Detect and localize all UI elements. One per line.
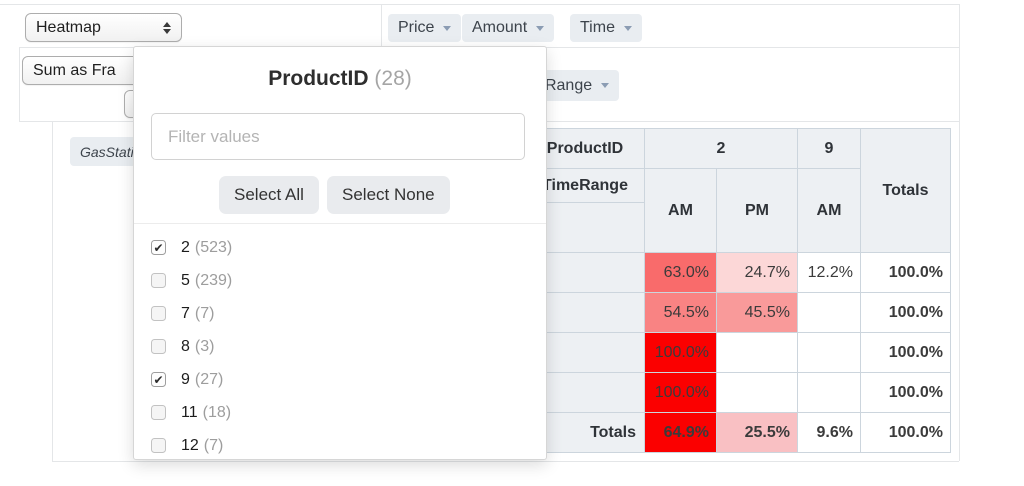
heatmap-value-cell: 54.5% [644, 292, 717, 333]
filter-item[interactable]: 7 (7) [151, 297, 531, 330]
filter-item-count: (27) [194, 370, 224, 388]
filter-list: ✔ 2 (523) 5 (239) 7 (7) 8 (3) ✔ 9 (27) 11 (18) 12 (7) [151, 231, 531, 462]
attr-button-label: Time [580, 19, 615, 36]
divider [52, 461, 959, 462]
filter-item-value: 7 [181, 304, 190, 322]
aggregator-select-value: Sum as Fra [33, 61, 116, 79]
filter-item[interactable]: ✔ 9 (27) [151, 363, 531, 396]
filter-item-count: (523) [194, 238, 233, 256]
pivot-output: ProductID 2 9 Totals TimeRange AM PM AM … [525, 128, 951, 453]
pivot-header-row: TimeRange AM PM AM [525, 168, 951, 253]
attr-button-label: Amount [472, 19, 528, 36]
pivot-data-row: 63.0% 24.7% 12.2% 100.0% [525, 252, 951, 293]
checkbox-checked[interactable]: ✔ [151, 240, 166, 255]
heatmap-value-cell: 12.2% [797, 252, 861, 293]
divider [0, 4, 959, 5]
filter-item-value: 12 [181, 436, 199, 454]
checkbox-unchecked[interactable] [151, 438, 166, 453]
attr-button-price[interactable]: Price [388, 14, 462, 42]
dropdown-caret-icon[interactable] [601, 83, 610, 88]
filter-item-value: 11 [181, 403, 198, 421]
heatmap-value-cell [797, 372, 861, 413]
renderer-select[interactable]: Heatmap [25, 13, 182, 42]
heatmap-value-cell: 24.7% [716, 252, 798, 293]
filter-item[interactable]: 5 (239) [151, 264, 531, 297]
filter-item-count: (239) [194, 271, 233, 289]
filter-item-count: (18) [202, 403, 232, 421]
filter-item-value: 8 [181, 337, 190, 355]
pivot-body: 63.0% 24.7% 12.2% 100.0% 54.5% 45.5% 100.0% 100… [525, 252, 951, 453]
row-total-cell: 100.0% [860, 292, 951, 333]
filter-item[interactable]: 12 (7) [151, 429, 531, 462]
filter-item-count: (7) [194, 304, 215, 322]
heatmap-value-cell: 64.9% [644, 412, 717, 453]
filter-item[interactable]: 11 (18) [151, 396, 531, 429]
filter-item-value: 2 [181, 238, 190, 256]
checkbox-checked[interactable]: ✔ [151, 372, 166, 387]
pivot-data-row: 54.5% 45.5% 100.0% [525, 292, 951, 333]
row-total-cell: 100.0% [860, 412, 951, 453]
heatmap-value-cell: 100.0% [644, 372, 717, 413]
filter-item-value: 9 [181, 370, 190, 388]
divider [134, 223, 546, 224]
filter-item-value: 5 [181, 271, 190, 289]
pivot-header-row: ProductID 2 9 Totals [525, 128, 951, 253]
attr-button-time[interactable]: Time [570, 14, 642, 42]
row-total-cell: 100.0% [860, 252, 951, 293]
dropdown-caret-icon[interactable] [536, 25, 545, 31]
divider [52, 121, 53, 461]
divider [19, 47, 20, 121]
attr-button-amount[interactable]: Amount [462, 14, 555, 42]
heatmap-value-cell [716, 372, 798, 413]
heatmap-value-cell [797, 332, 861, 373]
filter-item-count: (3) [194, 337, 215, 355]
pivot-totals-row: Totals 64.9% 25.5% 9.6% 100.0% [525, 412, 951, 453]
checkbox-unchecked[interactable] [151, 273, 166, 288]
heatmap-value-cell: 63.0% [644, 252, 717, 293]
filter-value-count: (28) [374, 67, 412, 90]
checkbox-unchecked[interactable] [151, 339, 166, 354]
filter-popup: ProductID (28) Select All Select None ✔ 2… [133, 46, 547, 460]
totals-column-header: Totals [860, 128, 951, 253]
divider [381, 4, 382, 47]
row-total-cell: 100.0% [860, 332, 951, 373]
col-attr-label: TimeRange [525, 168, 645, 203]
checkbox-unchecked[interactable] [151, 306, 166, 321]
select-arrows-icon [153, 21, 171, 34]
heatmap-value-cell [797, 292, 861, 333]
col-group-9: 9 [797, 128, 861, 169]
attr-button-label: Price [398, 19, 435, 36]
filter-values-input[interactable] [151, 113, 525, 160]
filter-item[interactable]: ✔ 2 (523) [151, 231, 531, 264]
filter-popup-title: ProductID (28) [134, 67, 546, 91]
col-header-am: AM [797, 168, 861, 253]
heatmap-value-cell [716, 332, 798, 373]
heatmap-value-cell: 25.5% [716, 412, 798, 453]
select-none-button[interactable]: Select None [327, 176, 450, 214]
pivot-table: ProductID 2 9 Totals TimeRange AM PM AM … [525, 128, 951, 453]
pivot-data-row: 100.0% 100.0% [525, 372, 951, 413]
renderer-select-value: Heatmap [36, 18, 101, 36]
col-header-am: AM [644, 168, 717, 253]
dropdown-caret-icon[interactable] [623, 25, 632, 31]
row-total-cell: 100.0% [860, 372, 951, 413]
pivot-data-row: 100.0% 100.0% [525, 332, 951, 373]
col-group-2: 2 [644, 128, 798, 169]
heatmap-value-cell: 9.6% [797, 412, 861, 453]
checkbox-unchecked[interactable] [151, 405, 166, 420]
heatmap-value-cell: 100.0% [644, 332, 717, 373]
col-header-pm: PM [716, 168, 798, 253]
divider [959, 4, 960, 461]
filter-item[interactable]: 8 (3) [151, 330, 531, 363]
dropdown-caret-icon[interactable] [443, 25, 452, 31]
select-all-button[interactable]: Select All [219, 176, 319, 214]
filter-item-count: (7) [203, 436, 224, 454]
filter-attribute-name: ProductID [268, 67, 369, 90]
heatmap-value-cell: 45.5% [716, 292, 798, 333]
